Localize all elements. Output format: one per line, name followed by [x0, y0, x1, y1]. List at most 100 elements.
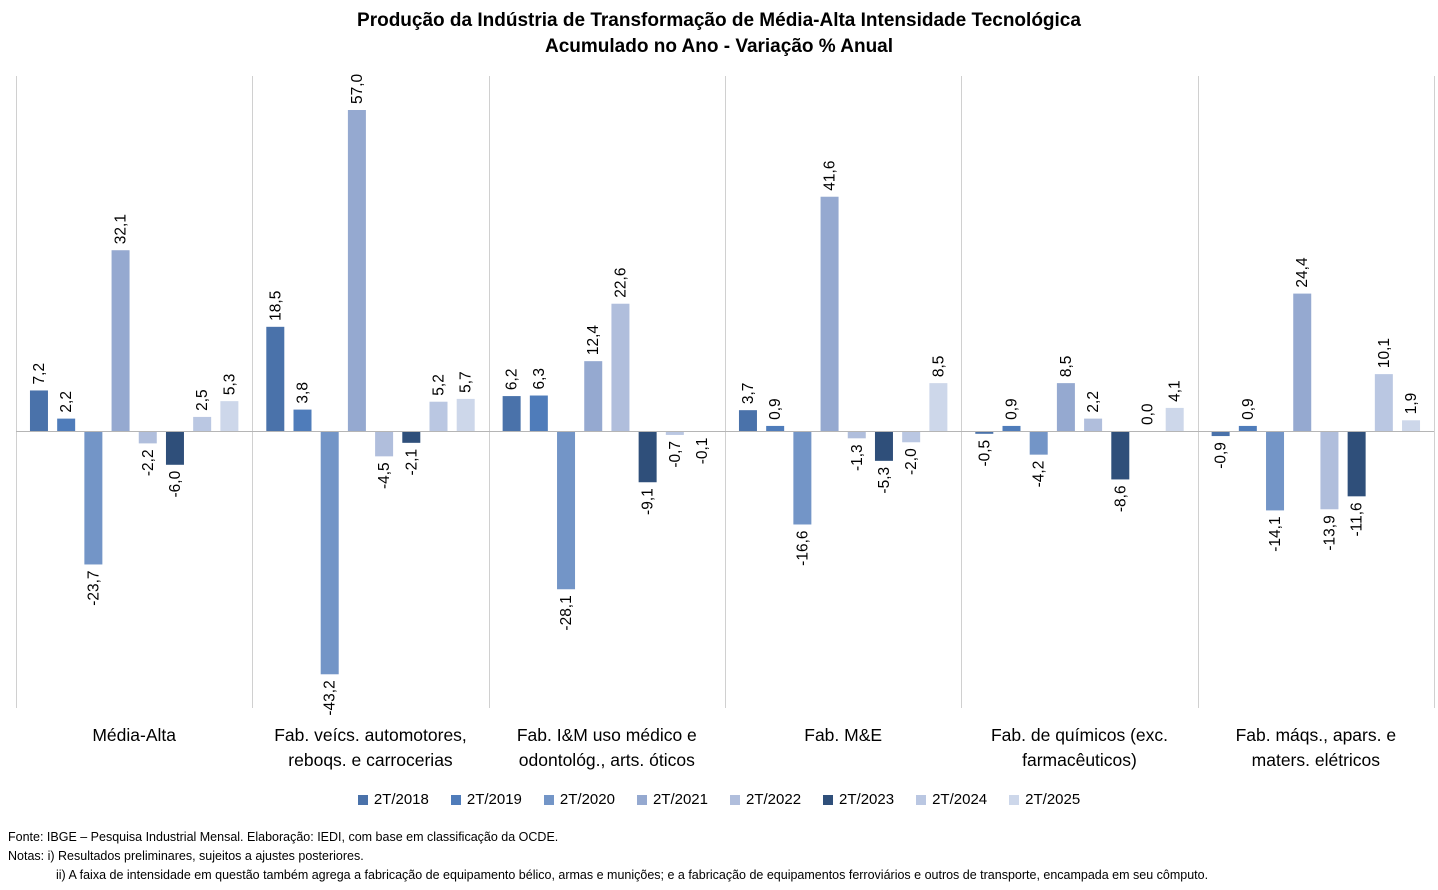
data-label: 8,5: [930, 356, 947, 378]
data-label: -23,7: [85, 570, 102, 605]
data-label: 5,7: [458, 371, 475, 393]
legend-label: 2T/2024: [932, 791, 988, 808]
note-1: Notas: i) Resultados preliminares, sujei…: [8, 849, 364, 863]
legend-item: 2T/2025: [1009, 791, 1080, 808]
bar: [975, 431, 994, 434]
bar: [220, 401, 239, 431]
data-label: -0,5: [976, 440, 993, 467]
bar: [557, 431, 576, 590]
data-label: -2,1: [403, 449, 420, 476]
footnotes: Fonte: IBGE – Pesquisa Industrial Mensal…: [8, 828, 1208, 885]
category-label: odontológ., arts. óticos: [519, 750, 695, 770]
legend-label: 2T/2023: [839, 791, 895, 808]
bar: [57, 418, 76, 431]
bar: [429, 401, 448, 431]
data-label: -16,6: [794, 530, 811, 565]
data-label: -43,2: [322, 680, 339, 715]
bar: [1320, 431, 1339, 510]
legend: 2T/2018 2T/2019 2T/2020 2T/2021 2T/2022 2T/20…: [0, 791, 1438, 808]
bar: [29, 390, 48, 431]
category-label: Fab. de químicos (exc.: [991, 725, 1168, 745]
chart-title: Produção da Indústria de Transformação d…: [357, 10, 1081, 31]
bar: [766, 425, 785, 431]
bar: [529, 395, 548, 431]
data-label: 0,9: [767, 398, 784, 420]
bar: [738, 410, 757, 431]
chart-title-block: Produção da Indústria de Transformação d…: [0, 8, 1438, 60]
bar: [266, 326, 285, 431]
legend-swatch: [450, 794, 461, 805]
bar: [929, 383, 948, 431]
data-label: 2,5: [194, 389, 211, 411]
data-label: -28,1: [558, 595, 575, 630]
data-label: 2,2: [58, 391, 75, 413]
data-label: 3,8: [295, 382, 312, 404]
bar: [375, 431, 394, 457]
bar: [502, 396, 521, 431]
bar: [193, 416, 212, 431]
data-label: 6,2: [504, 369, 521, 391]
bar: [1402, 420, 1421, 431]
data-label: 18,5: [267, 291, 284, 321]
bar: [1347, 431, 1366, 497]
category-label: Fab. máqs., apars. e: [1236, 725, 1397, 745]
legend-label: 2T/2018: [373, 791, 429, 808]
data-label: 57,0: [349, 73, 366, 104]
bar: [902, 431, 921, 443]
legend-item: 2T/2018: [357, 791, 429, 808]
data-label: 0,9: [1004, 398, 1021, 420]
category-label: Fab. veícs. automotores,: [274, 725, 467, 745]
bar: [1374, 374, 1393, 431]
data-label: -13,9: [1321, 515, 1338, 550]
bar: [1165, 407, 1184, 431]
data-label: 0,9: [1240, 398, 1257, 420]
category-label: Média-Alta: [92, 725, 176, 745]
data-label: 5,2: [431, 374, 448, 396]
data-label: -8,6: [1112, 485, 1129, 512]
data-label: -4,5: [376, 462, 393, 489]
legend-swatch: [730, 794, 740, 805]
bar: [1238, 425, 1257, 431]
data-label: 32,1: [113, 214, 130, 244]
bar: [584, 361, 603, 431]
bar: [793, 431, 812, 525]
chart-subtitle: Acumulado no Ano - Variação % Anual: [544, 36, 894, 57]
legend-swatch: [543, 794, 554, 805]
legend-item: 2T/2022: [730, 791, 801, 808]
bar: [1084, 418, 1103, 431]
data-label: 0,0: [1140, 403, 1157, 425]
bar: [820, 196, 839, 431]
data-label: 7,2: [31, 363, 48, 385]
bar: [874, 431, 893, 461]
data-label: -9,1: [640, 488, 657, 515]
legend-item: 2T/2021: [636, 791, 708, 808]
bar: [638, 431, 657, 483]
bar: [84, 431, 103, 565]
category-label: Fab. I&M uso médico e: [517, 725, 697, 745]
bar: [138, 431, 157, 444]
category-label: Fab. M&E: [804, 725, 882, 745]
legend-label: 2T/2021: [652, 791, 708, 808]
bar: [402, 431, 421, 443]
data-label: -0,1: [694, 438, 711, 465]
note-2: ii) A faixa de intensidade em questão ta…: [56, 868, 1209, 882]
data-label: 3,7: [740, 383, 757, 405]
data-label: 6,3: [531, 368, 548, 390]
bar: [1002, 425, 1021, 431]
legend-item: 2T/2020: [543, 791, 615, 808]
category-label: reboqs. e carrocerias: [288, 750, 453, 770]
bar: [320, 431, 339, 675]
data-label: -14,1: [1267, 516, 1284, 551]
data-label: -4,2: [1031, 461, 1048, 488]
legend-label: 2T/2022: [746, 791, 802, 808]
bar: [611, 303, 630, 431]
bar: [111, 250, 130, 431]
data-label: 12,4: [585, 325, 602, 356]
legend-label: 2T/2020: [559, 791, 615, 808]
bar: [347, 110, 366, 431]
data-label: 2,2: [1085, 391, 1102, 413]
data-label: -11,6: [1349, 502, 1366, 536]
bar: [1029, 431, 1048, 455]
legend-swatch: [1009, 794, 1020, 805]
data-label: 41,6: [822, 161, 839, 191]
